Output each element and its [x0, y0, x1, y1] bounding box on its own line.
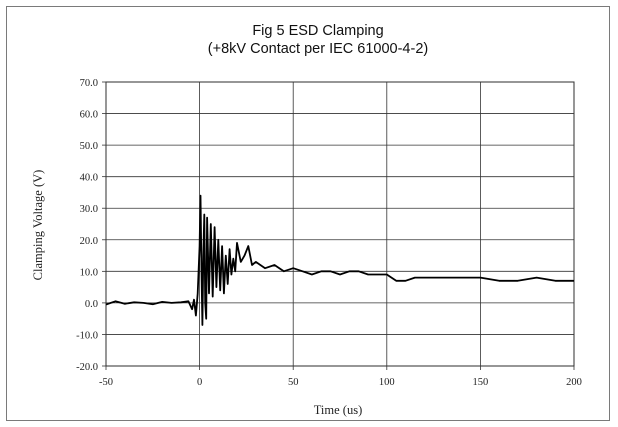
y-tick-label: 50.0	[80, 141, 98, 152]
y-tick-label: 60.0	[80, 110, 98, 121]
y-tick-label: 30.0	[80, 204, 98, 215]
clamping-voltage-series-line	[105, 194, 574, 326]
x-tick-label: 0	[197, 377, 202, 388]
chart-title-line-2: (+8kV Contact per IEC 61000-4-2)	[208, 41, 428, 57]
y-tick-label: -20.0	[76, 362, 98, 373]
chart-title-line-1: Fig 5 ESD Clamping	[252, 23, 383, 39]
x-tick-label: 200	[566, 377, 582, 388]
grid-lines	[102, 81, 575, 370]
y-tick-label: 10.0	[80, 267, 98, 278]
y-tick-label: 40.0	[80, 173, 98, 184]
y-tick-label: 70.0	[80, 78, 98, 89]
y-tick-label: 0.0	[85, 299, 98, 310]
x-tick-label: 150	[473, 377, 489, 388]
x-tick-label: 100	[379, 377, 395, 388]
series-group	[105, 194, 574, 326]
x-tick-label: 50	[288, 377, 299, 388]
plot-area-border	[105, 81, 575, 367]
x-tick-label: -50	[99, 377, 113, 388]
tick-labels: -50 0 50 100 150 200 70.0 60.0 50.0 40.0 30.0 20.0 1…	[76, 78, 582, 388]
y-axis-label: Clamping Voltage (V)	[31, 170, 45, 281]
y-tick-label: -10.0	[76, 330, 98, 341]
x-axis-label: Time (us)	[314, 403, 363, 417]
chart-frame	[6, 6, 610, 421]
y-tick-label: 20.0	[80, 236, 98, 247]
